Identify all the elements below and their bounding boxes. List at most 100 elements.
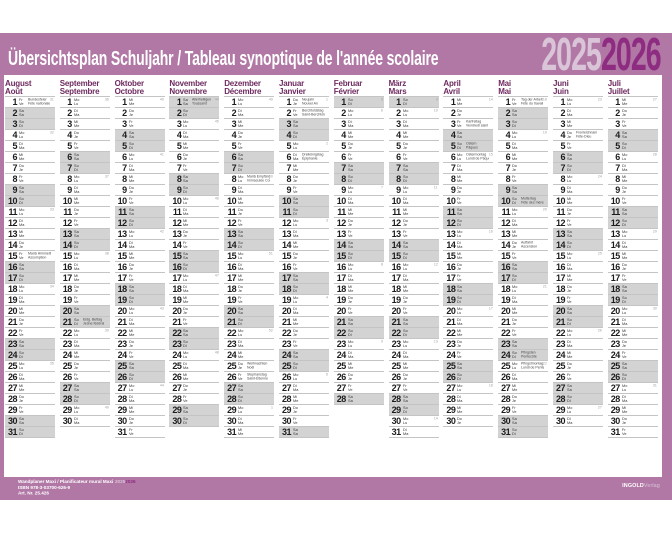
- weekday-abbr: Mo Lu: [567, 406, 572, 415]
- day-number: 12: [446, 218, 456, 228]
- weekday-abbr-de: Sa: [73, 384, 79, 388]
- weekday-abbr-fr: Ma: [457, 168, 463, 173]
- weekday-abbr-fr: Di: [19, 355, 23, 360]
- day-cell: 20 Do Je: [169, 306, 220, 317]
- week-number: 38: [104, 252, 109, 256]
- weekday-abbr: Fr Ve: [293, 417, 298, 426]
- weekday-abbr: So Di: [183, 340, 188, 349]
- weekday-abbr-de: Sa: [512, 186, 517, 190]
- weekday-abbr-fr: Lu: [293, 300, 298, 305]
- day-cell: 28 Sa Sa: [333, 394, 384, 405]
- day-number: 10: [7, 196, 18, 206]
- day-number: 12: [227, 218, 237, 228]
- day-number: 17: [117, 273, 128, 283]
- weekday-abbr: Sa Sa: [19, 263, 24, 272]
- day-number: 16: [62, 262, 73, 272]
- day-number: 24: [610, 350, 621, 360]
- weekday-abbr: Mi Me: [512, 153, 517, 162]
- weekday-abbr-fr: Ve: [512, 333, 517, 338]
- weekday-abbr-de: Mi: [567, 351, 572, 355]
- day-number: 10: [117, 196, 128, 206]
- week-number: 36: [104, 98, 109, 102]
- weekday-abbr-de: Mo: [567, 406, 573, 410]
- weekday-abbr-de: Sa: [293, 274, 298, 278]
- holiday-label: Mariä HimmelfahrtAssomption: [28, 252, 51, 260]
- weekday-abbr-fr: Me: [183, 146, 189, 151]
- weekday-abbr-fr: Sa: [512, 113, 517, 118]
- weekday-abbr: Do Je: [567, 362, 572, 371]
- day-number: 29: [501, 405, 511, 415]
- weekday-abbr: Sa Sa: [403, 395, 408, 404]
- day-cell: 5 So Di: [114, 141, 165, 152]
- weekday-abbr-fr: Sa: [183, 256, 189, 261]
- week-number: 31: [50, 98, 54, 102]
- weekday-abbr: Di Ma: [183, 131, 188, 140]
- weekday-abbr: Mo Lu: [129, 153, 134, 162]
- day-number: 10: [391, 196, 402, 206]
- day-cell: 8 So Di: [333, 174, 384, 185]
- weekday-abbr-fr: Sa: [512, 344, 517, 349]
- weekday-abbr: Mi Me: [622, 406, 627, 415]
- day-cell: 27 Do Je: [169, 383, 220, 394]
- day-number: 9: [176, 185, 182, 195]
- weekday-abbr-de: Di: [128, 318, 133, 322]
- weekday-abbr: Sa Sa: [348, 241, 353, 250]
- day-number: 23: [555, 339, 566, 349]
- weekday-abbr-de: Do: [402, 373, 408, 377]
- month-name-fr: Octobre: [114, 86, 144, 96]
- day-number: 20: [501, 306, 511, 316]
- weekday-abbr: Fr Ve: [19, 406, 24, 415]
- month-name-de: August: [5, 79, 32, 88]
- day-number: 28: [62, 394, 73, 404]
- weekday-abbr-fr: Ma: [402, 432, 408, 437]
- weekday-abbr-de: Sa: [238, 153, 243, 157]
- weekday-abbr: Do Je: [293, 98, 298, 107]
- day-number: 20: [336, 306, 347, 316]
- weekday-abbr-fr: Ve: [183, 399, 188, 404]
- weekday-abbr: Mi Me: [348, 362, 353, 371]
- day-cell: 27 Fr Ve: [333, 383, 384, 394]
- weekday-abbr-de: So: [512, 274, 517, 278]
- day-number: 21: [501, 317, 511, 327]
- month-name: Juli Juillet: [608, 80, 658, 95]
- weekday-abbr: Sa Sa: [293, 351, 298, 360]
- holiday-label-fr: Toussaint: [192, 102, 208, 106]
- day-number: 22: [281, 328, 292, 338]
- holiday-label-de: Eidg. Bettag: [82, 318, 102, 322]
- weekday-abbr: Fr Ve: [19, 98, 24, 107]
- weekday-abbr-de: Mi: [183, 296, 188, 300]
- weekday-abbr-de: Fr: [567, 142, 571, 146]
- day-cell: 4 Mi Me: [388, 130, 439, 141]
- weekday-abbr-fr: Je: [238, 366, 243, 371]
- day-number: 17: [555, 273, 566, 283]
- weekday-abbr: So Di: [348, 329, 353, 338]
- weekday-abbr-fr: Ma: [73, 421, 80, 426]
- month-name-fr: Mai: [498, 86, 511, 96]
- weekday-abbr: So Di: [129, 373, 134, 382]
- day-cell: 1 Sa Sa Allerheiligen Toussaint 44: [169, 97, 220, 108]
- weekday-abbr-fr: Me: [293, 322, 299, 327]
- weekday-abbr-fr: Ma: [73, 344, 80, 349]
- weekday-abbr-de: Di: [402, 120, 407, 124]
- day-cell: 5 Mo Lu 2: [279, 141, 329, 152]
- day-cell: 30 Do Je: [607, 416, 658, 427]
- day-cell: 22 Mi Me: [114, 328, 165, 339]
- day-cell: 22 So Di: [333, 328, 384, 339]
- holiday-label-de: Ostermontag: [466, 153, 487, 157]
- day-cell: 28 Di Ma: [443, 394, 494, 405]
- weekday-abbr: Do Je: [238, 131, 243, 140]
- weekday-abbr: Di Ma: [348, 197, 353, 206]
- weekday-abbr-fr: Je: [19, 245, 24, 250]
- day-number: 5: [176, 141, 182, 151]
- weekday-abbr-de: Mo: [128, 307, 134, 311]
- weekday-abbr-de: Fr: [402, 230, 407, 234]
- day-grid: 1 Fr Ve Tag der Arbeit Fête du travail 18 2 Sa S…: [498, 96, 549, 438]
- weekday-abbr: Fr Ve: [183, 241, 188, 250]
- weekday-abbr: Fr Ve: [457, 197, 462, 206]
- weekday-abbr-fr: Lu: [512, 289, 517, 294]
- day-number: 10: [227, 196, 237, 206]
- weekday-abbr-de: Sa: [621, 208, 627, 212]
- weekday-abbr-fr: Ma: [128, 399, 134, 404]
- weekday-abbr-de: Fr: [128, 197, 133, 201]
- weekday-abbr-fr: Lu: [183, 201, 188, 206]
